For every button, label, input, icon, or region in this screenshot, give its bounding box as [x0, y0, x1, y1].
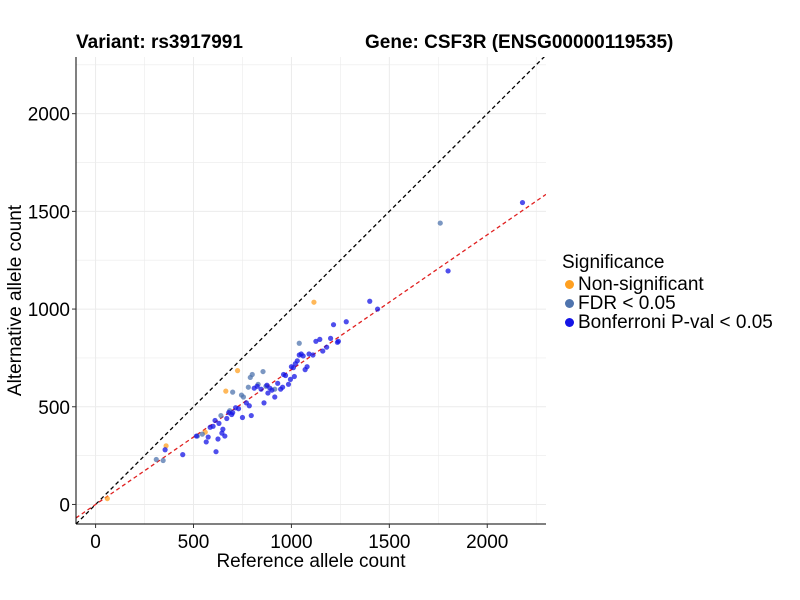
point-fdr: [240, 394, 247, 400]
point-bonferroni: [269, 387, 275, 393]
point-bonferroni: [230, 410, 236, 416]
point-bonferroni: [215, 436, 221, 442]
point-bonferroni: [290, 365, 296, 371]
point-bonferroni: [330, 322, 337, 328]
point-non-significant: [311, 299, 317, 305]
point-bonferroni: [310, 352, 316, 358]
point-bonferroni: [306, 351, 312, 357]
point-fdr: [153, 456, 159, 463]
point-bonferroni: [205, 434, 211, 440]
point-bonferroni: [280, 384, 286, 390]
point-bonferroni: [374, 306, 381, 312]
point-bonferroni: [248, 412, 254, 419]
point-bonferroni: [327, 335, 334, 341]
x-tick-label: 0: [90, 532, 101, 553]
point-non-significant: [163, 443, 169, 449]
point-bonferroni: [258, 386, 264, 392]
point-bonferroni: [294, 358, 300, 364]
point-bonferroni: [335, 338, 342, 344]
y-tick-label: 1000: [28, 300, 70, 321]
point-bonferroni: [282, 372, 289, 379]
point-bonferroni: [222, 433, 228, 439]
legend-label-bonferroni: Bonferroni P-val < 0.05: [578, 311, 773, 333]
legend-title: Significance: [562, 252, 665, 273]
point-bonferroni: [445, 268, 451, 274]
y-tick-label: 2000: [28, 105, 70, 126]
point-bonferroni: [254, 383, 260, 389]
legend-key-non-significant: [565, 280, 574, 289]
point-fdr: [260, 368, 266, 375]
point-bonferroni: [285, 381, 292, 387]
point-fdr: [160, 457, 166, 464]
y-tick-label: 500: [38, 398, 70, 419]
legend-item-fdr: FDR < 0.05: [562, 292, 773, 314]
point-bonferroni: [162, 447, 168, 453]
point-bonferroni: [212, 417, 218, 424]
point-bonferroni: [313, 338, 319, 344]
point-bonferroni: [265, 390, 271, 396]
point-bonferroni: [287, 376, 294, 383]
point-fdr: [199, 431, 205, 437]
gene-title: Gene: CSF3R (ENSG00000119535): [365, 32, 674, 53]
point-bonferroni: [275, 380, 281, 386]
x-axis-title: Reference allele count: [216, 551, 406, 572]
point-bonferroni: [304, 364, 310, 370]
legend: Significance Non-significant FDR < 0.05 …: [562, 252, 773, 333]
variant-title: Variant: rs3917991: [76, 32, 243, 53]
point-fdr: [245, 384, 251, 390]
legend-label-non-significant: Non-significant: [578, 273, 704, 295]
y-axis-title: Alternative allele count: [5, 204, 26, 396]
point-bonferroni: [320, 348, 326, 354]
point-bonferroni: [246, 403, 252, 409]
point-bonferroni: [203, 439, 209, 445]
point-bonferroni: [235, 406, 242, 412]
point-fdr: [218, 412, 224, 419]
point-bonferroni: [519, 199, 526, 206]
y-tick-label: 0: [59, 495, 70, 516]
x-tick-label: 1500: [368, 532, 410, 553]
point-bonferroni: [300, 353, 306, 359]
point-bonferroni: [261, 400, 267, 406]
x-tick-label: 500: [178, 532, 210, 553]
point-bonferroni: [210, 423, 216, 429]
point-fdr: [296, 340, 302, 346]
legend-label-fdr: FDR < 0.05: [578, 292, 676, 314]
point-fdr: [437, 220, 443, 226]
point-non-significant: [223, 388, 229, 394]
point-fdr: [230, 389, 236, 395]
point-bonferroni: [193, 433, 200, 439]
point-bonferroni: [343, 319, 349, 325]
point-fdr: [249, 371, 255, 378]
point-bonferroni: [224, 415, 230, 422]
point-bonferroni: [324, 344, 330, 350]
point-bonferroni: [272, 394, 278, 400]
point-bonferroni: [239, 414, 246, 421]
point-bonferroni: [317, 336, 323, 342]
point-bonferroni: [216, 420, 222, 426]
y-tick-label: 1500: [28, 202, 70, 223]
point-bonferroni: [213, 449, 219, 455]
point-bonferroni: [220, 426, 226, 432]
point-bonferroni: [291, 373, 297, 380]
x-tick-label: 1000: [270, 532, 312, 553]
point-bonferroni: [367, 298, 373, 304]
legend-item-non-significant: Non-significant: [562, 273, 773, 295]
x-tick-label: 2000: [466, 532, 508, 553]
identity-line: [76, 57, 545, 524]
legend-key-fdr: [565, 299, 574, 308]
legend-item-bonferroni: Bonferroni P-val < 0.05: [562, 311, 773, 333]
point-non-significant: [234, 368, 241, 374]
point-bonferroni: [180, 452, 186, 458]
legend-key-bonferroni: [565, 318, 574, 327]
point-non-significant: [104, 495, 110, 502]
